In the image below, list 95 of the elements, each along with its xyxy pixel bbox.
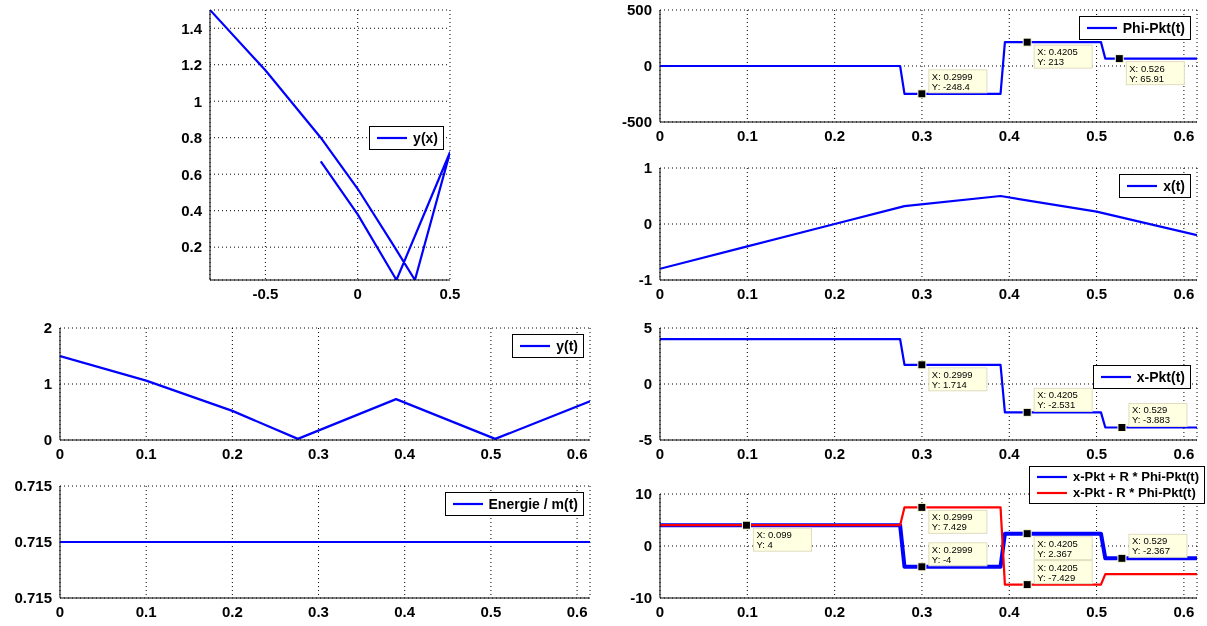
x-tick-label: 0.2 <box>824 444 846 462</box>
x-tick-label: 0.3 <box>911 126 933 144</box>
annotation: X: 0.526 Y: 65.91 <box>1129 62 1165 84</box>
y-tick-label: 0.6 <box>181 165 202 183</box>
y-tick-label: 1.4 <box>181 19 203 37</box>
x-tick-label: 0.3 <box>911 284 933 302</box>
x-tick-label: 0.4 <box>394 444 416 462</box>
annotation: X: 0.529 Y: -3.883 <box>1131 404 1170 426</box>
y-tick-label: 2 <box>43 319 52 337</box>
y-tick-label: 0 <box>643 375 652 393</box>
line-series <box>660 506 1197 586</box>
annotation: X: 0.2999 Y: 1.714 <box>931 368 973 390</box>
y-tick-label: -10 <box>630 589 652 607</box>
legend-label: Phi-Pkt(t) <box>1122 19 1185 37</box>
x-tick-label: 0 <box>55 602 65 620</box>
x-tick-label: 0.3 <box>308 602 329 620</box>
y-tick-label: -1 <box>638 271 652 289</box>
x-tick-label: 0.3 <box>911 444 933 462</box>
annotation: X: 0.099 Y: 4 <box>756 529 792 551</box>
y-tick-label: 0.8 <box>181 129 202 147</box>
legend-label: x-Pkt - R * Phi-Pkt(t) <box>1072 485 1196 501</box>
x-tick-label: 0 <box>655 126 665 144</box>
line-series <box>660 41 1197 95</box>
x-tick-label: 0.3 <box>308 444 329 462</box>
x-tick-label: 0.2 <box>824 126 846 144</box>
x-tick-label: 0.1 <box>736 126 758 144</box>
legend-label: x-Pkt(t) <box>1136 368 1185 386</box>
y-tick-label: 0 <box>43 431 52 449</box>
x-tick-label: 0.5 <box>480 602 502 620</box>
x-tick-label: 0 <box>353 284 362 302</box>
annotation: X: 0.4205 Y: 2.367 <box>1037 537 1078 559</box>
legend-label: y(x) <box>413 129 438 147</box>
x-tick-label: 0.5 <box>1086 602 1108 620</box>
annotation: X: 0.2999 Y: -4 <box>931 543 973 565</box>
x-tick-label: 0.4 <box>998 602 1021 620</box>
y-tick-label: 0.2 <box>181 238 202 256</box>
y-tick-label: -500 <box>621 113 652 131</box>
legend-label: Energie / m(t) <box>488 495 578 513</box>
x-tick-label: 0.1 <box>736 444 758 462</box>
legend-label: x-Pkt + R * Phi-Pkt(t) <box>1072 469 1199 485</box>
x-tick-label: 0.4 <box>998 444 1021 462</box>
x-tick-label: 0.5 <box>1086 126 1108 144</box>
x-tick-label: 0.6 <box>566 602 588 620</box>
x-tick-label: 0.6 <box>1173 284 1195 302</box>
x-tick-label: 0.2 <box>824 602 846 620</box>
y-tick-label: 0.715 <box>14 477 52 495</box>
x-tick-label: 0.4 <box>998 284 1021 302</box>
y-tick-label: 0.4 <box>181 202 203 219</box>
legend-label: y(t) <box>556 337 578 355</box>
x-tick-label: 0.1 <box>736 284 758 302</box>
annotation: X: 0.4205 Y: 213 <box>1037 46 1078 68</box>
x-tick-label: 0.2 <box>221 602 243 620</box>
x-tick-label: 0.4 <box>998 126 1021 144</box>
x-tick-label: 0.1 <box>736 602 758 620</box>
x-tick-label: 0.1 <box>135 444 157 462</box>
line-series <box>660 338 1197 429</box>
x-tick-label: 0 <box>55 444 65 462</box>
y-tick-label: 1 <box>643 159 652 177</box>
y-tick-label: 5 <box>643 319 652 337</box>
x-tick-label: 0 <box>655 444 665 462</box>
line-series <box>660 194 1197 270</box>
x-tick-label: 0 <box>655 602 665 620</box>
annotation: X: 0.2999 Y: -248.4 <box>931 70 973 92</box>
x-tick-label: 0.6 <box>1173 444 1195 462</box>
y-tick-label: -5 <box>638 431 652 449</box>
y-tick-label: 1 <box>193 92 202 110</box>
x-tick-label: 0.5 <box>1086 284 1108 302</box>
x-tick-label: 0.2 <box>824 284 846 302</box>
annotation: X: 0.2999 Y: 7.429 <box>931 511 973 533</box>
x-tick-label: 0 <box>655 284 665 302</box>
y-tick-label: 0 <box>643 215 652 233</box>
y-tick-label: 0.715 <box>14 533 52 551</box>
y-tick-label: 0 <box>643 537 652 555</box>
x-tick-label: 0.6 <box>1173 126 1195 144</box>
x-tick-label: 0.2 <box>221 444 243 462</box>
x-tick-label: 0.5 <box>480 444 502 462</box>
y-tick-label: 1 <box>43 375 52 393</box>
x-tick-label: 0.5 <box>1086 444 1108 462</box>
x-tick-label: 0.6 <box>566 444 588 462</box>
y-tick-label: 10 <box>635 485 652 503</box>
y-tick-label: 1.2 <box>181 56 202 74</box>
annotation: X: 0.4205 Y: -2.531 <box>1037 389 1078 411</box>
x-tick-label: 0.6 <box>1173 602 1195 620</box>
y-tick-label: 0.715 <box>14 589 52 607</box>
annotation: X: 0.529 Y: -2.367 <box>1131 535 1170 557</box>
x-tick-label: 0.1 <box>135 602 157 620</box>
y-tick-label: 0 <box>643 57 652 75</box>
legend-label: x(t) <box>1163 177 1185 195</box>
x-tick-label: 0.4 <box>394 602 416 620</box>
line-series <box>210 10 450 280</box>
x-tick-label: 0.3 <box>911 602 933 620</box>
y-tick-label: 500 <box>626 1 652 19</box>
annotation: X: 0.4205 Y: -7.429 <box>1037 561 1078 583</box>
x-tick-label: 0.5 <box>439 284 461 302</box>
x-tick-label: -0.5 <box>252 284 279 302</box>
